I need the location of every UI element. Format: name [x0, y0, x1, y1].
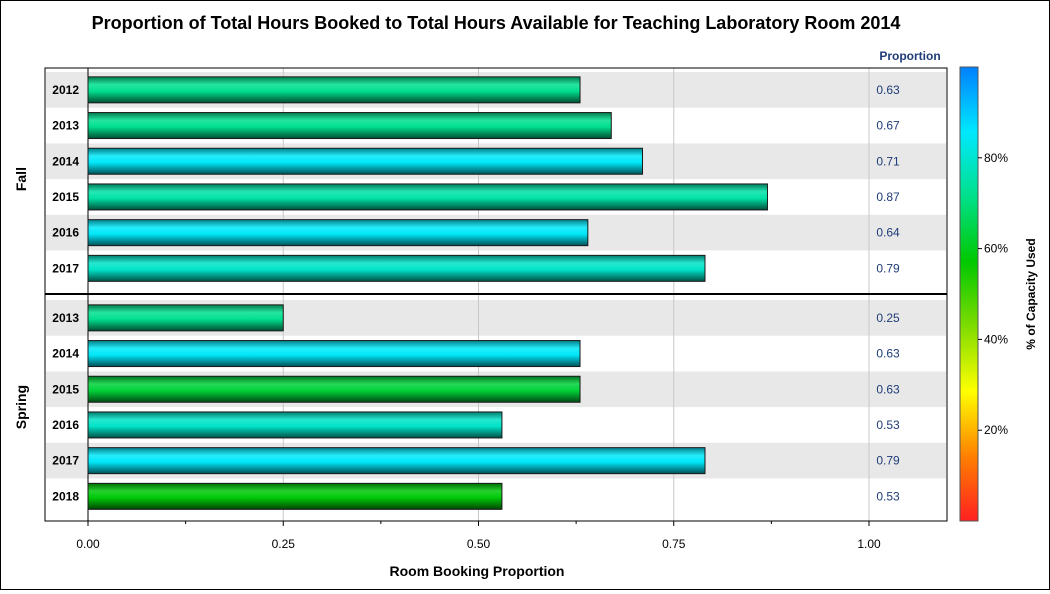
data-label: 0.87 — [876, 190, 900, 204]
x-tick-label: 1.00 — [857, 537, 881, 551]
y-tick-label: 2014 — [52, 347, 79, 361]
y-tick-label: 2017 — [52, 261, 79, 275]
color-legend: 20% 40% 60% 80% % of Capacity Used — [959, 66, 1038, 522]
group-label: Spring — [13, 385, 29, 429]
data-label: 0.25 — [876, 311, 900, 325]
y-tick-label: 2013 — [52, 311, 79, 325]
bar — [87, 112, 612, 140]
x-tick-label: 0.50 — [467, 537, 491, 551]
data-label: 0.53 — [876, 418, 900, 432]
y-tick-label: 2015 — [52, 190, 79, 204]
data-label: 0.64 — [876, 226, 900, 240]
bar — [87, 340, 581, 368]
y-tick-label: 2013 — [52, 119, 79, 133]
data-label: 0.63 — [876, 83, 900, 97]
bar — [87, 447, 706, 475]
bar — [87, 482, 503, 510]
bar — [87, 219, 589, 247]
x-tick-label: 0.25 — [272, 537, 296, 551]
x-axis-label: Room Booking Proportion — [390, 563, 565, 579]
data-label: 0.79 — [876, 261, 900, 275]
bar — [87, 375, 581, 403]
y-tick-label: 2016 — [52, 418, 79, 432]
y-tick-label: 2017 — [52, 454, 79, 468]
chart-title: Proportion of Total Hours Booked to Tota… — [92, 13, 901, 33]
data-label: 0.63 — [876, 347, 900, 361]
x-tick-label: 0.75 — [662, 537, 686, 551]
bar — [87, 304, 284, 332]
legend-tick-label: 40% — [984, 332, 1008, 346]
legend-tick-label: 20% — [984, 423, 1008, 437]
bar — [87, 254, 706, 282]
bar — [87, 147, 644, 175]
data-label: 0.67 — [876, 119, 900, 133]
y-tick-label: 2018 — [52, 489, 79, 503]
y-tick-label: 2012 — [52, 83, 79, 97]
bar — [87, 76, 581, 104]
value-column-header: Proportion — [879, 49, 940, 63]
group-label: Fall — [13, 167, 29, 191]
y-tick-label: 2014 — [52, 154, 79, 168]
data-label: 0.79 — [876, 454, 900, 468]
color-ramp — [959, 66, 979, 522]
data-label: 0.71 — [876, 154, 900, 168]
y-tick-label: 2015 — [52, 382, 79, 396]
y-tick-label: 2016 — [52, 226, 79, 240]
data-label: 0.53 — [876, 489, 900, 503]
legend-tick-label: 60% — [984, 242, 1008, 256]
legend-title: % of Capacity Used — [1024, 238, 1038, 349]
x-tick-label: 0.00 — [76, 537, 100, 551]
bar — [87, 411, 503, 439]
legend-tick-label: 80% — [984, 151, 1008, 165]
plot-area: 0.00 0.25 0.50 0.75 1.00 2012 0.63 2013 0.67 2014… — [13, 67, 948, 551]
bar — [87, 183, 768, 211]
data-label: 0.63 — [876, 382, 900, 396]
